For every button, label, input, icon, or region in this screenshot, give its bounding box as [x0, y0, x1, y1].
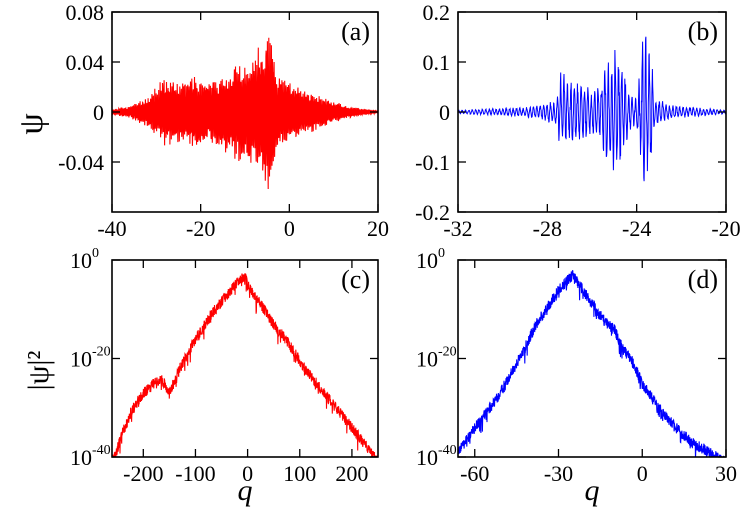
y-tick-exponent: -20	[92, 345, 111, 360]
y-tick-label: 0	[439, 100, 450, 125]
x-tick-label: -30	[544, 461, 573, 486]
panel-tag: (b)	[688, 17, 718, 46]
y-tick-label: 0.2	[423, 0, 451, 25]
y-tick-exponent: -40	[92, 443, 111, 458]
y-axis-label: ψ	[13, 113, 50, 134]
x-tick-label: 0	[284, 216, 295, 241]
panel-b: -32 -28 -24 -20 -0.2 -0.1 0 0.1 0.2 (b)	[415, 0, 740, 241]
panel-tag: (d)	[688, 265, 718, 294]
y-tick-label: 0.04	[66, 50, 105, 75]
x-tick-label: -32	[443, 216, 472, 241]
x-axis-label: q	[238, 474, 253, 507]
y-tick-label: 10	[70, 347, 92, 372]
y-tick-exponent: 0	[92, 246, 99, 261]
x-tick-label: -40	[97, 216, 126, 241]
x-tick-label: 0	[637, 461, 648, 486]
y-tick-label: 10	[416, 248, 438, 273]
x-tick-label: -20	[186, 216, 215, 241]
x-tick-label: 20	[367, 216, 389, 241]
y-tick-label: -0.2	[415, 200, 450, 225]
y-tick-label: 0.08	[66, 0, 105, 25]
series-line-d	[458, 269, 725, 457]
y-tick-exponent: 0	[438, 246, 445, 261]
x-tick-label: 100	[283, 461, 316, 486]
y-tick-label: 10	[416, 445, 438, 470]
y-tick-label: 10	[70, 445, 92, 470]
panel-a: -40 -20 0 20 -0.04 0 0.04 0.08 (a) ψ	[13, 0, 389, 241]
panel-tag: (a)	[341, 17, 370, 46]
x-tick-label: -200	[123, 461, 163, 486]
y-tick-label: -0.04	[58, 150, 104, 175]
panel-tag: (c)	[341, 265, 370, 294]
x-tick-label: -24	[622, 216, 651, 241]
y-tick-label: 0.1	[423, 50, 451, 75]
y-tick-label: 10	[70, 248, 92, 273]
x-tick-label: -28	[533, 216, 562, 241]
x-tick-label: -100	[175, 461, 215, 486]
series-line-c	[112, 273, 378, 457]
series-line-a	[112, 37, 378, 190]
x-axis-label: q	[585, 474, 600, 507]
y-tick-exponent: -20	[438, 345, 457, 360]
y-axis-label: |ψ|²	[22, 351, 55, 391]
series-line-b	[458, 36, 726, 182]
x-tick-label: -20	[711, 216, 740, 241]
plot-frame-d	[457, 259, 727, 458]
x-tick-label: -60	[460, 461, 489, 486]
y-tick-label: -0.1	[415, 150, 450, 175]
y-tick-label: 10	[416, 347, 438, 372]
x-tick-label: 30	[715, 461, 737, 486]
x-tick-label: 200	[335, 461, 368, 486]
y-tick-exponent: -40	[438, 443, 457, 458]
y-tick-label: 0	[93, 100, 104, 125]
x-tick-label: 0	[242, 461, 253, 486]
plot-frame-c	[111, 259, 379, 458]
